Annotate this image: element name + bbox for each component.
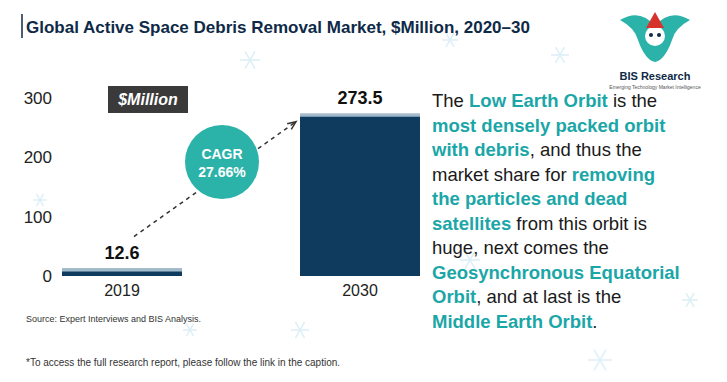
bar-snow xyxy=(62,269,182,272)
annotation: 27.66% xyxy=(198,164,246,180)
source: Source: Expert Interviews and BIS Analys… xyxy=(26,314,201,324)
snowflake-arm xyxy=(37,194,44,206)
description-text: market share for xyxy=(432,164,572,185)
bar-snow xyxy=(300,114,420,117)
description-text: the particles and dead xyxy=(432,188,627,209)
description-text: , and thus the xyxy=(530,139,642,160)
snowflake-arm xyxy=(245,51,255,68)
description-line: market share for removing xyxy=(432,164,655,185)
bar xyxy=(300,114,420,276)
description-text: Orbit xyxy=(432,286,476,307)
description-text: Geosynchronous Equatorial xyxy=(432,262,680,283)
logo: BIS Research Emerging Technology Market I… xyxy=(609,12,701,90)
background xyxy=(0,0,727,382)
description-text: from this orbit is xyxy=(511,213,647,234)
logo-face xyxy=(645,26,665,46)
description-line: most densely packed orbit xyxy=(432,115,665,136)
description-line: with debris, and thus the xyxy=(431,139,642,160)
description-text: . xyxy=(592,311,597,332)
snowflake xyxy=(551,47,569,63)
logo-name: BIS Research xyxy=(620,70,691,82)
bar xyxy=(62,269,182,276)
snowflake xyxy=(291,322,309,338)
y-tick xyxy=(54,216,56,217)
unit-label: $Million xyxy=(117,91,178,108)
snowflake-arm xyxy=(556,47,565,63)
snowflake-arm xyxy=(37,194,44,206)
footnote: *To access the full research report, ple… xyxy=(26,357,340,368)
snowflake xyxy=(33,194,47,206)
x-tick-label: 2019 xyxy=(104,282,140,299)
cagr-arrow xyxy=(134,122,296,237)
cagr-arrowhead xyxy=(287,122,296,130)
description-text: removing xyxy=(572,164,655,185)
snowflake xyxy=(588,350,612,371)
description-line: the particles and dead xyxy=(432,188,627,209)
snowflake-arm xyxy=(594,350,606,371)
y-tick-label: 300 xyxy=(24,89,52,108)
snowflake-arm xyxy=(594,350,606,371)
description-text: The xyxy=(432,90,469,111)
y-tick-label: 0 xyxy=(43,267,52,286)
annotation: CAGR xyxy=(201,146,242,162)
snowflake-arm xyxy=(187,324,194,336)
snowflake-arm xyxy=(187,324,194,336)
snowflake xyxy=(183,324,197,336)
title-bar xyxy=(21,14,23,38)
description-text: with debris xyxy=(431,139,530,160)
description-text: satellites xyxy=(432,213,511,234)
description-text: huge, next comes the xyxy=(432,237,609,258)
snowflake xyxy=(240,51,260,68)
snowflake-arm xyxy=(296,322,305,338)
data-label: 12.6 xyxy=(104,243,139,263)
description-text: Middle Earth Orbit xyxy=(432,311,592,332)
y-tick xyxy=(54,276,56,277)
y-tick-label: 200 xyxy=(24,148,52,167)
snowflake-arm xyxy=(686,293,694,307)
y-tick xyxy=(54,157,56,158)
description-line: The Low Earth Orbit is the xyxy=(432,90,657,111)
y-tick-label: 100 xyxy=(24,208,52,227)
snowflake-arm xyxy=(296,322,305,338)
description-text: , and at last is the xyxy=(476,286,621,307)
chart: Global Active Space Debris Removal Marke… xyxy=(0,0,727,382)
description-text: Low Earth Orbit xyxy=(469,90,608,111)
data-label: 273.5 xyxy=(337,88,382,108)
description-text: is the xyxy=(608,90,657,111)
logo-eye xyxy=(649,33,653,37)
snowflake-arm xyxy=(556,47,565,63)
title: Global Active Space Debris Removal Marke… xyxy=(26,18,530,37)
logo-tagline: Emerging Technology Market Intelligence xyxy=(609,84,701,90)
cagr-circle xyxy=(185,125,259,199)
snowflake-arm xyxy=(686,293,694,307)
snowflake xyxy=(682,293,698,307)
logo-eye xyxy=(657,33,661,37)
x-tick-label: 2030 xyxy=(342,282,378,299)
description-text: most densely packed orbit xyxy=(432,115,665,136)
description-line: Middle Earth Orbit. xyxy=(432,311,597,332)
y-tick xyxy=(54,98,56,99)
logo-hat xyxy=(646,12,664,28)
description-line: satellites from this orbit is xyxy=(432,213,647,234)
description-line: Geosynchronous Equatorial xyxy=(432,262,680,283)
bars xyxy=(62,114,420,276)
unit-box xyxy=(108,86,188,113)
description-line: huge, next comes the xyxy=(432,237,609,258)
snowflake-arm xyxy=(245,51,255,68)
description-line: Orbit, and at last is the xyxy=(432,286,621,307)
